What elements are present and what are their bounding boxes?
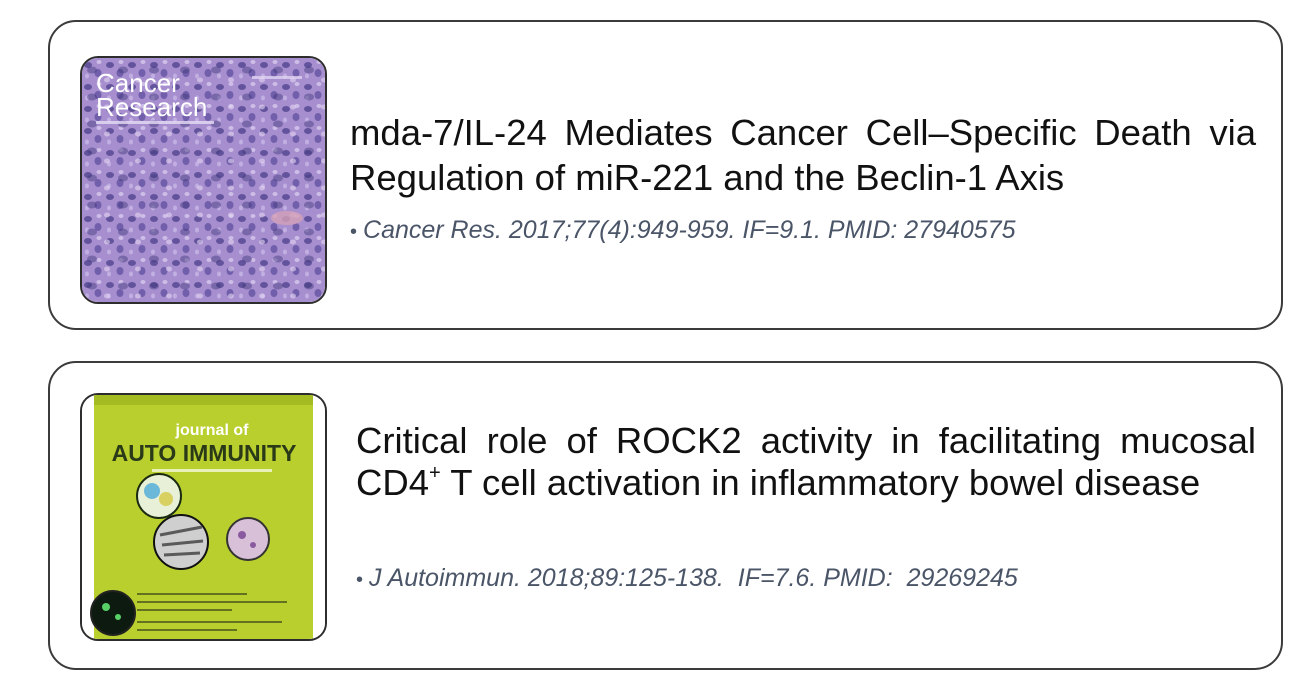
title-part-1: Critical role of ROCK2 activity in facil… (356, 420, 1256, 503)
citation-text-1: Cancer Res. 2017;77(4):949-959. IF=9.1. … (363, 216, 1016, 244)
cover-journal-line1: Cancer (96, 68, 180, 98)
citation-text-2: J Autoimmun. 2018;89:125-138. IF=7.6. PM… (369, 564, 1018, 592)
bullet-icon: • (356, 569, 364, 591)
journal-cover-autoimmunity: journal of AUTO IMMUNITY (80, 393, 327, 641)
article-card-1: Cancer Research mda-7/IL-24 Mediates Can… (48, 20, 1283, 330)
article-title-1: mda-7/IL-24 Mediates Cancer Cell–Specifi… (350, 112, 1256, 198)
article-citation-1: • Cancer Res. 2017;77(4):949-959. IF=9.1.… (350, 216, 1016, 245)
bullet-icon: • (350, 221, 358, 243)
cover-journal-line1: journal of (175, 422, 250, 439)
superscript-plus: + (429, 461, 441, 484)
journal-cover-cancer-research: Cancer Research (80, 56, 327, 304)
article-citation-2: • J Autoimmun. 2018;89:125-138. IF=7.6. P… (356, 564, 1018, 593)
article-card-2: journal of AUTO IMMUNITY Critical role o… (48, 361, 1283, 670)
title-part-2: T cell activation in inflammatory bowel … (440, 461, 1201, 503)
cover-journal-line2: Research (96, 92, 207, 122)
cover-journal-line2: AUTO IMMUNITY (112, 440, 297, 466)
article-title-2: Critical role of ROCK2 activity in facil… (356, 420, 1256, 503)
